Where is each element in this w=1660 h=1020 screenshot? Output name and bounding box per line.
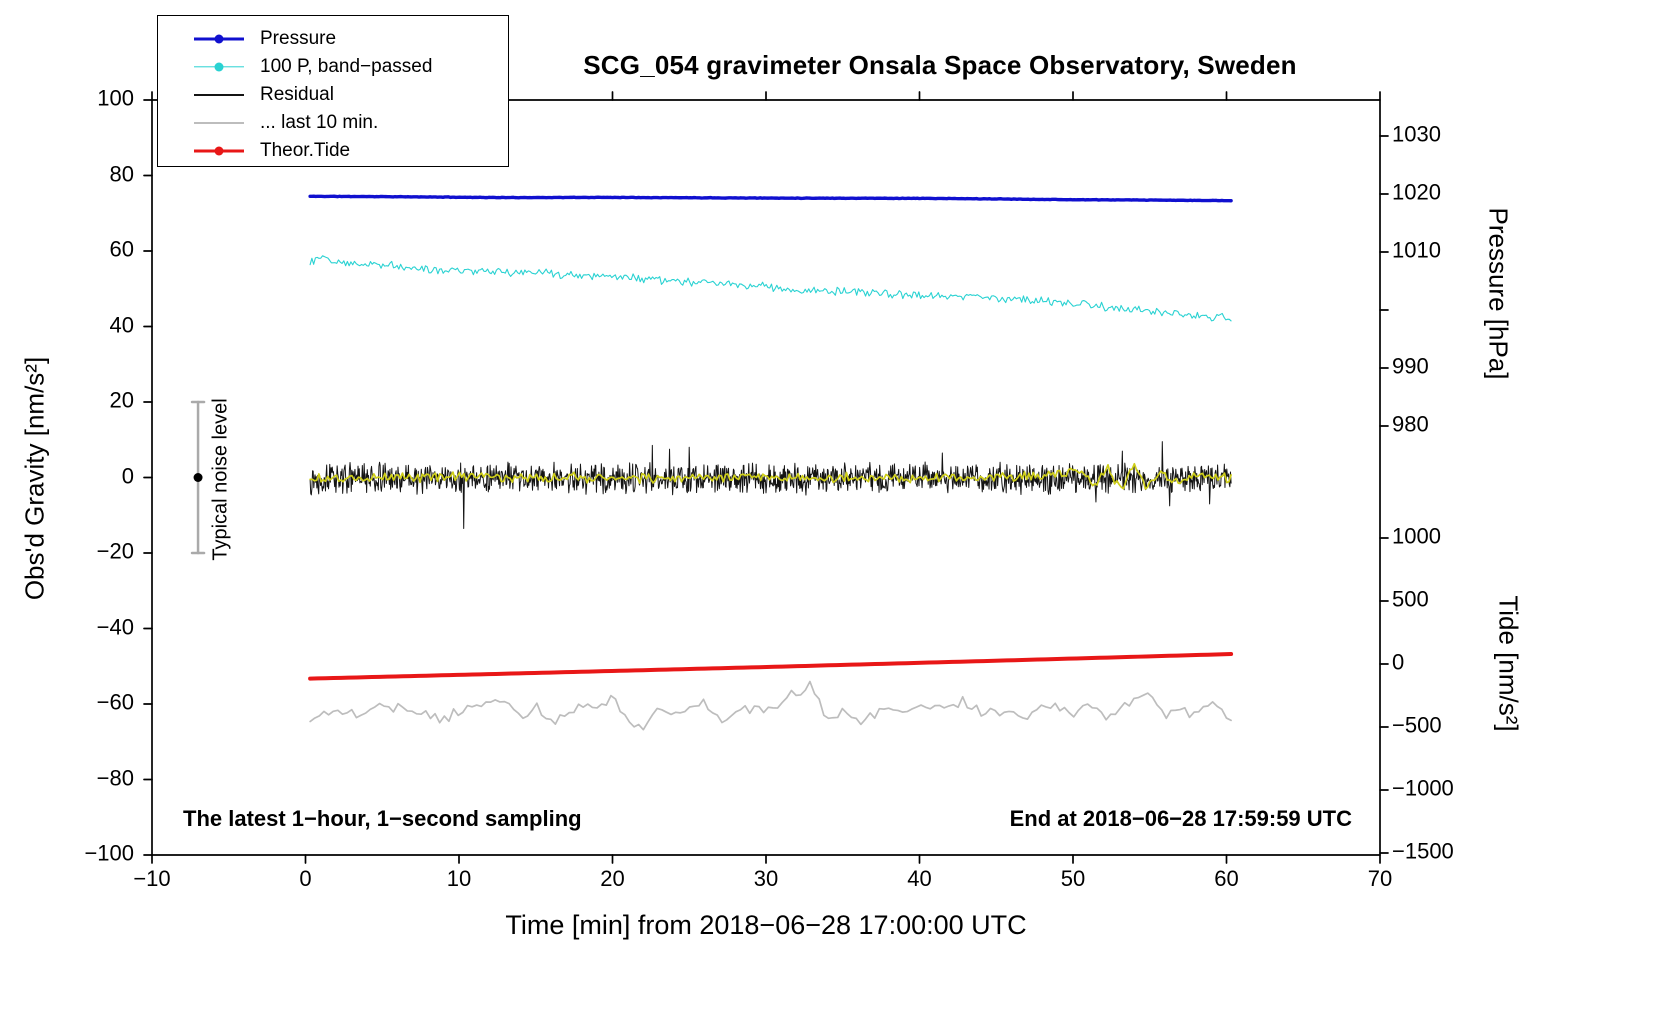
legend-item-4: Theor.Tide — [158, 137, 508, 165]
gravity-tick-label: 0 — [121, 463, 134, 489]
gravity-tick-label: −60 — [96, 689, 134, 715]
tide-tick-label: −500 — [1392, 712, 1442, 738]
gravity-tick-label: −20 — [96, 538, 134, 564]
chart-title: SCG_054 gravimeter Onsala Space Observat… — [583, 50, 1297, 80]
legend-item-1: 100 P, band−passed — [158, 53, 508, 81]
legend-label: Residual — [260, 84, 334, 105]
legend-label: 100 P, band−passed — [260, 56, 433, 77]
pressure-tick-label: 1030 — [1392, 121, 1441, 147]
pressure-tick-label: 980 — [1392, 411, 1429, 437]
legend-line-icon — [194, 33, 244, 45]
x-tick-label: 40 — [907, 866, 932, 891]
legend-line-icon — [194, 89, 244, 101]
legend-item-2: Residual — [158, 81, 508, 109]
x-tick-label: 50 — [1060, 866, 1086, 891]
gravity-tick-label: 40 — [109, 312, 134, 338]
legend-dot-icon — [214, 34, 224, 44]
x-axis-label: Time [min] from 2018−06−28 17:00:00 UTC — [505, 910, 1027, 940]
noise-level-label: Typical noise level — [209, 398, 232, 561]
note-end-time: End at 2018−06−28 17:59:59 UTC — [1009, 806, 1352, 831]
pressure-tick-label: 1010 — [1392, 237, 1441, 263]
legend-dot-icon — [214, 146, 224, 156]
x-tick-label: 70 — [1367, 866, 1393, 891]
gravity-tick-label: 100 — [97, 85, 134, 111]
legend: Pressure 100 P, band−passed Residual ... la… — [157, 15, 509, 167]
legend-label: ... last 10 min. — [260, 112, 379, 133]
note-sampling: The latest 1−hour, 1−second sampling — [183, 806, 582, 831]
pressure-tick-label: 990 — [1392, 353, 1429, 379]
legend-label: Theor.Tide — [260, 140, 351, 161]
gravity-tick-label: −100 — [84, 840, 134, 866]
gravity-tick-label: −40 — [96, 614, 134, 640]
tide-tick-label: 1000 — [1392, 523, 1441, 549]
y-axis-label-gravity: Obs'd Gravity [nm/s²] — [19, 356, 50, 601]
y-axis-label-pressure: Pressure [hPa] — [1483, 207, 1514, 380]
x-tick-label: 60 — [1214, 866, 1239, 891]
legend-dot-icon — [214, 62, 224, 72]
tide-tick-label: −1000 — [1392, 775, 1454, 801]
pressure-tick-label: 1020 — [1392, 179, 1441, 205]
x-tick-label: 30 — [753, 866, 779, 891]
x-tick-label: 20 — [600, 866, 625, 891]
gravity-tick-label: 60 — [109, 236, 134, 262]
tide-tick-label: 500 — [1392, 586, 1429, 612]
tide-tick-label: −1500 — [1392, 838, 1454, 864]
legend-item-0: Pressure — [158, 25, 508, 53]
y-axis-label-tide: Tide [nm/s²] — [1493, 595, 1524, 732]
x-tick-label: 10 — [446, 866, 472, 891]
legend-item-3: ... last 10 min. — [158, 109, 508, 137]
legend-label: Pressure — [260, 28, 337, 49]
gravity-tick-label: 80 — [109, 161, 134, 187]
x-tick-label: −10 — [133, 866, 171, 891]
tide-tick-label: 0 — [1392, 649, 1405, 675]
gravity-tick-label: 20 — [109, 387, 134, 413]
legend-line-icon — [194, 61, 244, 73]
legend-line-icon — [194, 117, 244, 129]
x-tick-label: 0 — [299, 866, 312, 891]
gravity-tick-label: −80 — [96, 765, 134, 791]
legend-line-icon — [194, 145, 244, 157]
